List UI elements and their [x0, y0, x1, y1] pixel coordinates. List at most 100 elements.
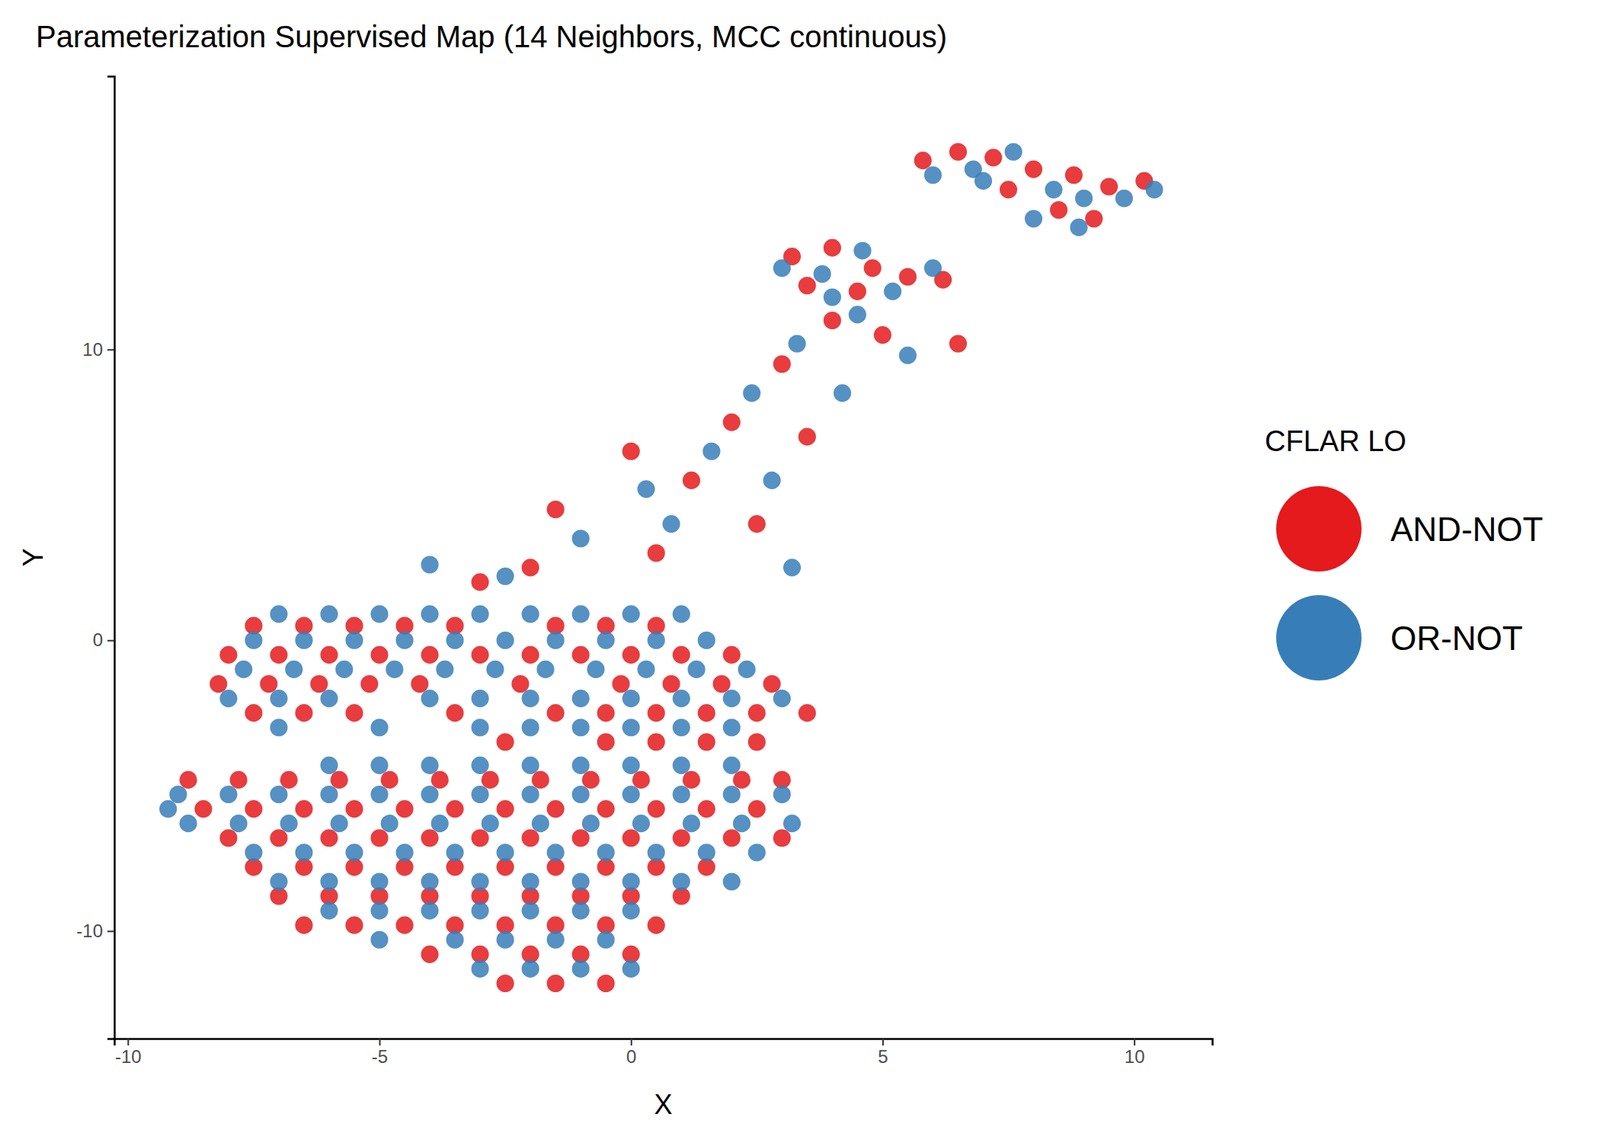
point: [511, 675, 529, 693]
point: [1049, 201, 1068, 219]
point: [783, 814, 801, 832]
tick-mark: [379, 1038, 381, 1046]
point: [748, 704, 766, 722]
point: [723, 872, 741, 890]
point: [572, 529, 590, 548]
point: [521, 718, 540, 736]
point: [723, 718, 741, 736]
point: [622, 872, 640, 890]
point: [496, 732, 515, 751]
point: [230, 771, 248, 789]
point: [622, 689, 640, 708]
point: [380, 771, 399, 789]
point: [471, 828, 490, 847]
point: [159, 800, 177, 818]
point: [873, 326, 892, 344]
point: [481, 771, 500, 789]
point: [169, 785, 187, 804]
tick-label: -10: [115, 1046, 142, 1067]
tick-label: -5: [371, 1046, 388, 1067]
point: [320, 646, 338, 664]
tick-mark: [107, 930, 115, 932]
point: [697, 704, 716, 722]
point: [496, 931, 515, 949]
legend-label: AND-NOT: [1390, 510, 1543, 548]
point: [622, 646, 640, 664]
tick: -10: [76, 920, 115, 941]
point: [471, 872, 490, 890]
legend-label: OR-NOT: [1390, 619, 1524, 657]
point: [284, 660, 303, 679]
point: [471, 604, 490, 623]
point: [1024, 209, 1043, 228]
legend-title: CFLAR LO: [1264, 425, 1407, 458]
point: [723, 756, 741, 775]
tick: 0: [92, 629, 115, 650]
point: [521, 689, 540, 708]
point: [899, 268, 917, 286]
tick-mark: [107, 640, 115, 642]
point: [269, 689, 288, 708]
point: [370, 646, 388, 664]
point: [984, 148, 1002, 167]
tick: 5: [877, 1038, 888, 1067]
point: [294, 704, 313, 722]
point: [783, 558, 801, 576]
point: [471, 572, 490, 591]
point: [572, 960, 590, 978]
point: [385, 660, 404, 679]
tick: -5: [371, 1038, 388, 1067]
tick-label: 10: [1124, 1046, 1146, 1067]
point: [421, 604, 439, 623]
point: [269, 646, 288, 664]
point: [798, 428, 816, 446]
point: [370, 604, 388, 623]
point: [999, 180, 1018, 199]
point: [547, 500, 565, 519]
point: [471, 785, 490, 804]
point: [280, 771, 298, 789]
point: [622, 604, 640, 623]
point: [521, 604, 540, 623]
point: [1065, 166, 1083, 184]
point: [421, 945, 439, 964]
point: [798, 704, 816, 722]
point: [547, 843, 565, 861]
point: [823, 288, 842, 306]
point: [521, 756, 540, 775]
point: [320, 756, 338, 775]
point: [572, 872, 590, 890]
point: [219, 646, 237, 664]
point: [330, 814, 349, 832]
point: [345, 800, 363, 818]
point: [611, 675, 630, 693]
point: [672, 756, 691, 775]
point: [672, 604, 691, 623]
point: [421, 646, 439, 664]
point: [395, 916, 413, 935]
point: [496, 843, 515, 861]
point: [194, 800, 212, 818]
point: [360, 675, 378, 693]
point: [310, 675, 328, 693]
point: [732, 771, 751, 789]
point: [345, 704, 363, 722]
point: [435, 660, 454, 679]
tick: -10: [115, 1038, 142, 1067]
point: [421, 689, 439, 708]
point: [688, 660, 706, 679]
point: [697, 732, 716, 751]
point: [521, 785, 540, 804]
point: [636, 660, 655, 679]
point: [531, 814, 550, 832]
point: [949, 334, 967, 352]
point: [1075, 189, 1093, 208]
point: [773, 689, 791, 708]
point: [1044, 180, 1063, 199]
point: [672, 718, 691, 736]
point: [446, 704, 464, 722]
point: [1115, 189, 1133, 208]
point: [234, 660, 253, 679]
point: [1084, 209, 1103, 228]
point: [421, 828, 439, 847]
